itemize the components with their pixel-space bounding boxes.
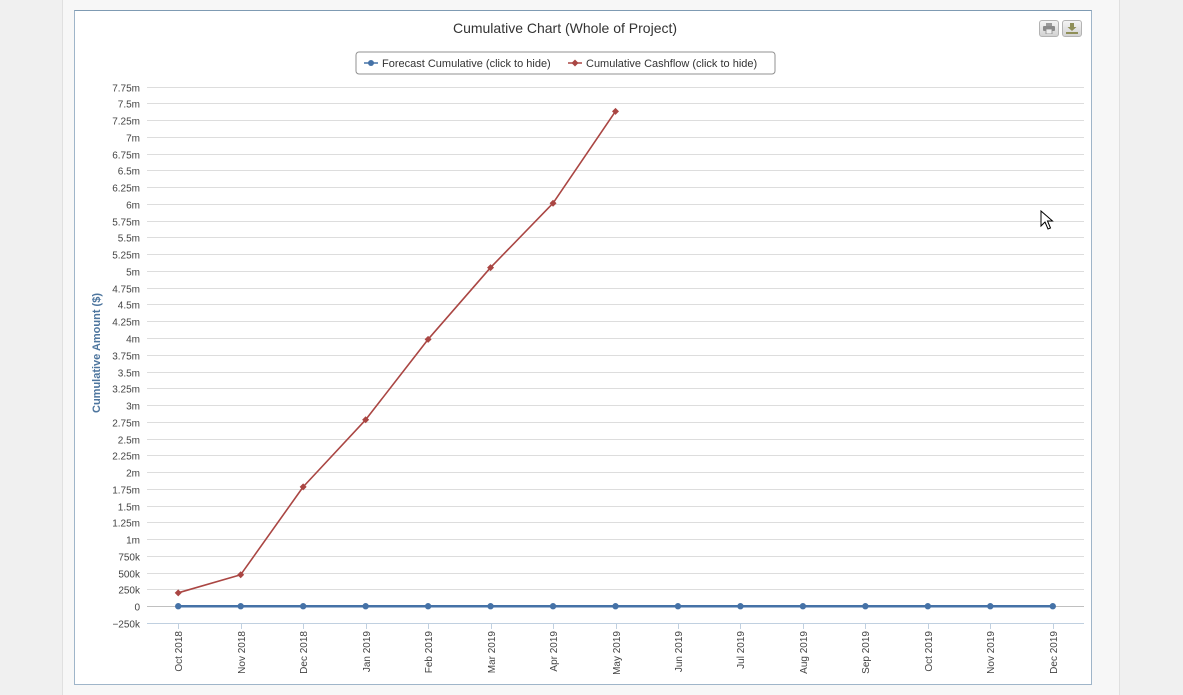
x-tick-label: Sep 2019 bbox=[861, 631, 872, 674]
y-tick-label: 6.25m bbox=[112, 184, 140, 195]
series-layer bbox=[174, 107, 1056, 610]
y-tick-label: 3.75m bbox=[112, 352, 140, 363]
x-tick-label: Mar 2019 bbox=[487, 631, 498, 674]
cumulative-cashflow-line bbox=[178, 110, 617, 594]
x-tick-label: Nov 2019 bbox=[986, 631, 997, 674]
x-tick-label: Apr 2019 bbox=[549, 631, 560, 672]
y-tick-label: 7.5m bbox=[118, 100, 140, 111]
y-tick-label: 6.75m bbox=[112, 151, 140, 162]
y-tick-label: 3.25m bbox=[112, 385, 140, 396]
x-tick-label: Oct 2018 bbox=[174, 631, 185, 672]
mouse-cursor-icon bbox=[1040, 210, 1054, 230]
cashflow-point bbox=[174, 589, 182, 597]
y-tick-label: −250k bbox=[112, 620, 141, 631]
y-tick-label: 2.5m bbox=[118, 436, 140, 447]
y-tick-label: 7m bbox=[126, 134, 140, 145]
y-axis-ticks: −250k 0 250k 500k 750k 1m 1.25m 1.5m 1.75m 2m 2.25… bbox=[112, 84, 141, 631]
y-tick-label: 1.5m bbox=[118, 503, 140, 514]
forecast-point bbox=[299, 603, 307, 610]
x-tick-label: Jun 2019 bbox=[674, 631, 685, 673]
cashflow-point bbox=[362, 416, 370, 424]
x-tick-label: Oct 2019 bbox=[924, 631, 935, 672]
y-tick-label: 2.75m bbox=[112, 419, 140, 430]
x-tick-label: Jan 2019 bbox=[362, 631, 373, 673]
y-tick-label: 5.75m bbox=[112, 218, 140, 229]
forecast-point bbox=[424, 603, 432, 610]
y-tick-label: 5.25m bbox=[112, 251, 140, 262]
cashflow-point bbox=[612, 107, 619, 115]
y-tick-label: 2m bbox=[126, 469, 140, 480]
y-tick-label: 4.75m bbox=[112, 285, 140, 296]
printer-icon bbox=[1043, 23, 1055, 34]
forecast-point bbox=[549, 603, 557, 610]
forecast-point bbox=[799, 603, 807, 610]
chart-title: Cumulative Chart (Whole of Project) bbox=[453, 20, 677, 36]
y-tick-label: 750k bbox=[118, 553, 141, 564]
y-tick-label: 1.25m bbox=[112, 519, 140, 530]
y-tick-label: 1.75m bbox=[112, 486, 140, 497]
print-button[interactable] bbox=[1039, 20, 1059, 37]
forecast-point bbox=[487, 603, 494, 610]
x-axis-ticks: Oct 2018 Nov 2018 Dec 2018 Jan 2019 Feb 2019… bbox=[147, 623, 1084, 675]
y-tick-label: 6m bbox=[126, 201, 140, 212]
x-tick-label: Dec 2019 bbox=[1049, 631, 1060, 674]
y-tick-label: 6.5m bbox=[118, 167, 140, 178]
cashflow-point bbox=[237, 571, 245, 579]
y-tick-label: 2.25m bbox=[112, 452, 140, 463]
forecast-point bbox=[1049, 603, 1056, 610]
grid-lines bbox=[147, 87, 1084, 624]
forecast-point bbox=[924, 603, 932, 610]
forecast-point bbox=[862, 603, 869, 610]
y-tick-label: 4m bbox=[126, 335, 140, 346]
download-icon bbox=[1066, 23, 1078, 34]
forecast-point bbox=[362, 603, 369, 610]
y-tick-label: 7.25m bbox=[112, 117, 140, 128]
y-tick-label: 7.75m bbox=[112, 84, 140, 95]
x-tick-label: Nov 2018 bbox=[237, 631, 248, 674]
cashflow-point bbox=[549, 199, 557, 207]
x-tick-label: May 2019 bbox=[612, 631, 623, 675]
legend-label-cashflow[interactable]: Cumulative Cashflow (click to hide) bbox=[586, 58, 757, 70]
y-tick-label: 500k bbox=[118, 570, 141, 581]
x-tick-label: Dec 2018 bbox=[299, 631, 310, 674]
legend-label-forecast[interactable]: Forecast Cumulative (click to hide) bbox=[382, 58, 551, 70]
y-tick-label: 1m bbox=[126, 536, 140, 547]
y-tick-label: 250k bbox=[118, 586, 141, 597]
legend-box bbox=[355, 51, 776, 75]
forecast-point bbox=[175, 603, 182, 610]
y-tick-label: 5.5m bbox=[118, 234, 140, 245]
download-button[interactable] bbox=[1062, 20, 1082, 37]
y-tick-label: 4.5m bbox=[118, 301, 140, 312]
x-tick-label: Jul 2019 bbox=[736, 631, 747, 669]
cashflow-point bbox=[487, 264, 495, 272]
legend-marker-forecast bbox=[368, 60, 374, 66]
x-tick-label: Feb 2019 bbox=[424, 631, 435, 674]
chart-legend[interactable]: Forecast Cumulative (click to hide) Cumu… bbox=[355, 51, 776, 75]
y-tick-label: 5m bbox=[126, 268, 140, 279]
forecast-point bbox=[612, 603, 619, 610]
chart-panel bbox=[74, 10, 1092, 685]
x-tick-label: Aug 2019 bbox=[799, 631, 810, 674]
legend-marker-cashflow bbox=[571, 59, 579, 67]
forecast-point bbox=[674, 603, 682, 610]
forecast-point bbox=[737, 603, 744, 610]
y-tick-label: 3.5m bbox=[118, 369, 140, 380]
y-tick-label: 3m bbox=[126, 402, 140, 413]
y-axis-title: Cumulative Amount ($) bbox=[91, 293, 103, 413]
forecast-point bbox=[987, 603, 994, 610]
cashflow-point bbox=[299, 483, 307, 491]
y-tick-label: 0 bbox=[134, 603, 140, 614]
y-tick-label: 4.25m bbox=[112, 318, 140, 329]
forecast-point bbox=[237, 603, 244, 610]
cashflow-point bbox=[424, 335, 432, 343]
